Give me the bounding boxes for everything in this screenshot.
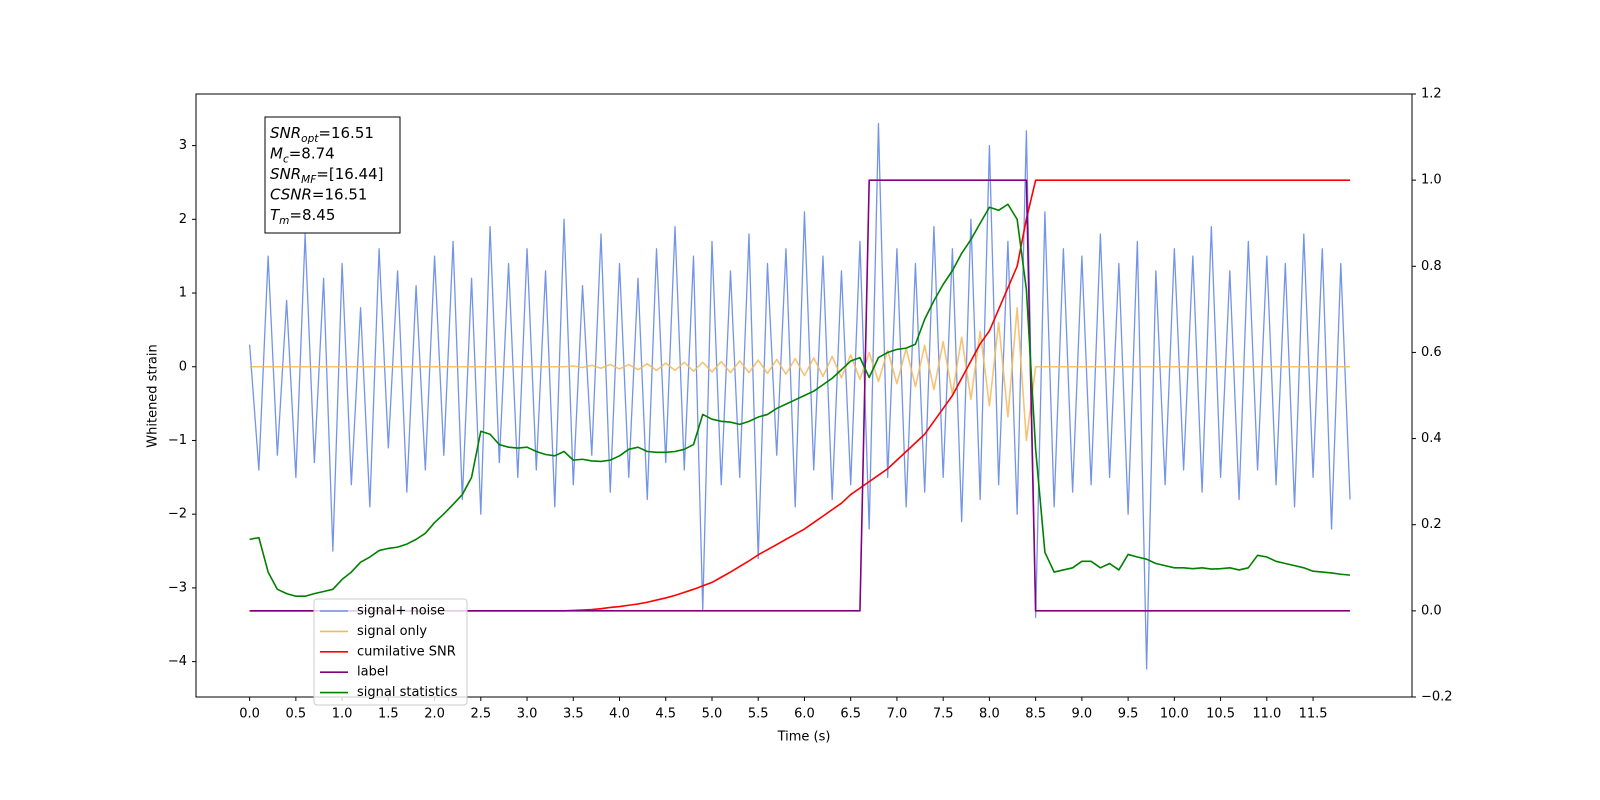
y2-tick-label: 1.2 <box>1421 87 1442 102</box>
annotation-frame <box>264 116 401 234</box>
y-tick-label: 2 <box>179 212 187 227</box>
x-tick-label: 6.5 <box>840 707 861 722</box>
annotation-line: CSNR=16.51 <box>270 186 367 204</box>
x-tick-label: 7.0 <box>887 707 908 722</box>
legend: signal+ noise signal only cumilative SNR la… <box>313 598 468 706</box>
y-axis-label: Whitened strain <box>146 344 161 447</box>
x-axis-label: Time (s) <box>777 730 831 745</box>
annotation-symbol: T <box>270 206 281 224</box>
x-tick-label: 0.0 <box>239 707 260 722</box>
legend-label: cumilative SNR <box>357 644 456 659</box>
y-tick-label: −3 <box>168 580 187 595</box>
x-tick-label: 9.0 <box>1072 707 1093 722</box>
legend-label: signal+ noise <box>357 604 445 619</box>
annotation-line: SNRopt=16.51 <box>270 124 374 145</box>
annotation-subscript: MF <box>301 174 317 186</box>
legend-label: signal statistics <box>357 685 458 700</box>
annotation-line: SNRMF=[16.44] <box>270 165 384 186</box>
x-tick-label: 3.5 <box>563 707 584 722</box>
y-tick-label: −4 <box>168 654 187 669</box>
annotation-subscript: c <box>283 154 289 166</box>
y-tick-label: −2 <box>168 507 187 522</box>
y2-tick-label: 0.2 <box>1421 517 1442 532</box>
annotation-line: Mc=8.74 <box>270 145 335 166</box>
y2-tick-label: 0.8 <box>1421 259 1442 274</box>
x-tick-label: 0.5 <box>286 707 307 722</box>
annotation-symbol: CSNR <box>270 186 312 204</box>
annotation-text: =16.51 <box>318 124 374 142</box>
annotation-symbol: SNR <box>270 124 301 142</box>
x-tick-label: 10.0 <box>1160 707 1189 722</box>
x-tick-label: 9.5 <box>1118 707 1139 722</box>
annotation-box: SNRopt=16.51Mc=8.74SNRMF=[16.44]CSNR=16.… <box>264 116 401 234</box>
x-tick-label: 2.0 <box>424 707 445 722</box>
x-tick-label: 1.0 <box>332 707 353 722</box>
y-tick-label: 3 <box>179 138 187 153</box>
series-line <box>249 203 1351 598</box>
annotation-text: =[16.44] <box>316 165 383 183</box>
y-tick-label: −1 <box>168 433 187 448</box>
y-tick-label: 0 <box>179 359 187 374</box>
x-tick-label: 10.5 <box>1206 707 1235 722</box>
annotation-text: =8.74 <box>289 145 335 163</box>
x-tick-label: 8.5 <box>1025 707 1046 722</box>
series-line <box>249 306 1351 442</box>
x-tick-label: 7.5 <box>933 707 954 722</box>
series-line <box>248 122 1351 670</box>
annotation-text: =16.51 <box>312 186 368 204</box>
x-tick-label: 5.0 <box>702 707 723 722</box>
annotation-text: =8.45 <box>289 206 335 224</box>
annotation-symbol: M <box>270 145 283 163</box>
x-tick-label: 4.0 <box>609 707 630 722</box>
x-tick-label: 8.0 <box>979 707 1000 722</box>
legend-label: label <box>357 665 388 680</box>
x-tick-label: 11.5 <box>1299 707 1328 722</box>
y2-tick-label: −0.2 <box>1421 690 1453 705</box>
annotation-line: Tm=8.45 <box>270 206 335 227</box>
x-tick-label: 1.5 <box>378 707 399 722</box>
y2-tick-label: 0.6 <box>1421 345 1442 360</box>
x-tick-label: 5.5 <box>748 707 769 722</box>
x-tick-label: 3.0 <box>517 707 538 722</box>
y-tick-label: 1 <box>179 286 187 301</box>
annotation-subscript: m <box>279 215 289 227</box>
annotation-symbol: SNR <box>270 165 301 183</box>
y2-tick-label: 0.0 <box>1421 603 1442 618</box>
x-tick-label: 4.5 <box>655 707 676 722</box>
y2-tick-label: 0.4 <box>1421 431 1442 446</box>
legend-frame <box>313 598 468 706</box>
x-tick-label: 11.0 <box>1252 707 1281 722</box>
y2-tick-label: 1.0 <box>1421 173 1442 188</box>
annotation-subscript: opt <box>301 133 319 145</box>
legend-label: signal only <box>357 624 427 639</box>
x-tick-label: 6.0 <box>794 707 815 722</box>
x-tick-label: 2.5 <box>470 707 491 722</box>
